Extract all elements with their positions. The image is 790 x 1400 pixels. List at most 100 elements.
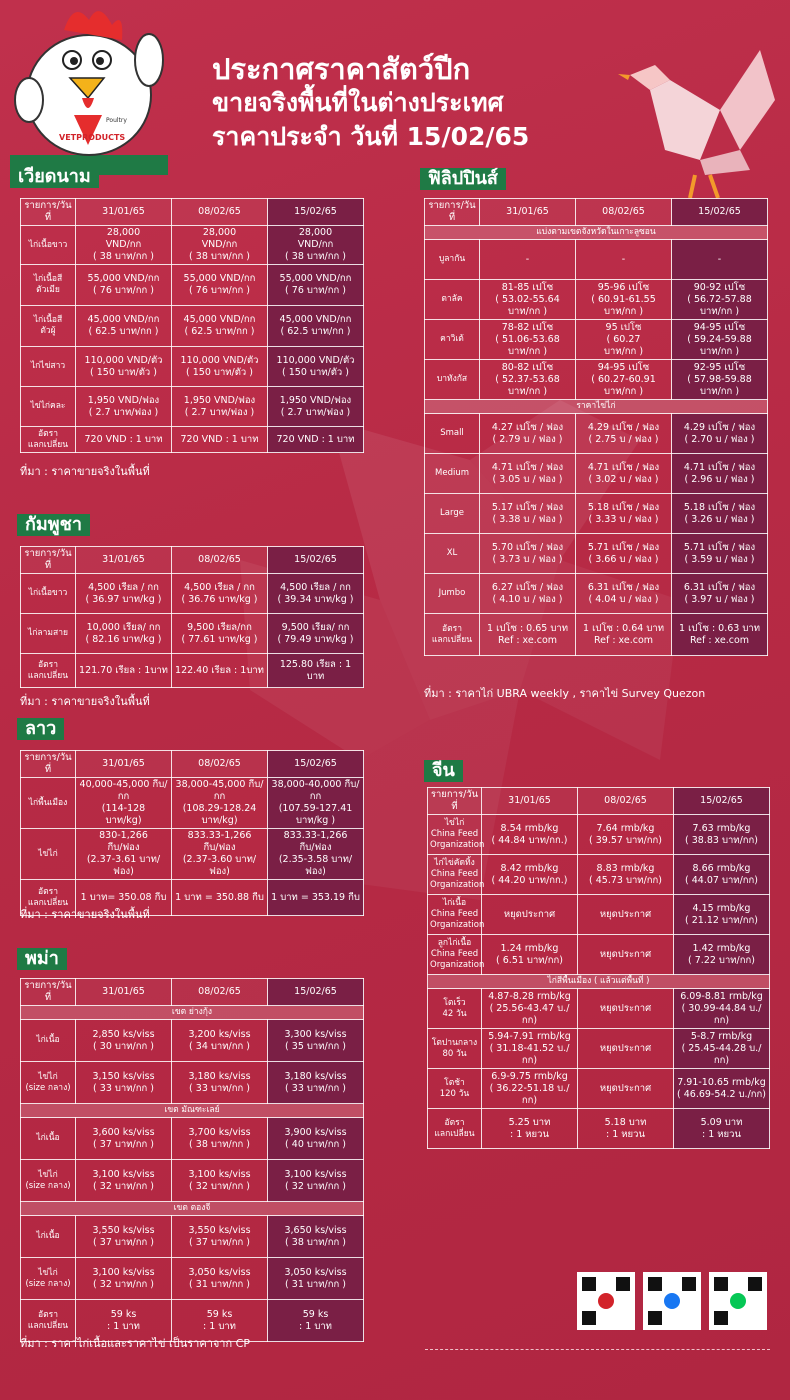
price-cell: 6.09-8.81 rmb/kg ( 30.99-44.84 บ./กก) (673, 988, 770, 1029)
philippines-source-note: ที่มา : ราคาไก่ UBRA weekly , ราคาไข่ Su… (424, 687, 706, 700)
row-label: ไก่เนื้อ (20, 1117, 76, 1160)
origami-rooster-icon (618, 50, 775, 199)
mascot-chicken-logo: VETPRODUCTS Poultry (10, 11, 168, 175)
price-cell: 55,000 VND/กก ( 76 บาท/กก ) (171, 264, 268, 306)
row-label: ไก่เนื้อ (20, 1215, 76, 1258)
row-label: ไก่ไข่คัดทิ้ง China Feed Organization (427, 854, 484, 895)
subheader-label: เขต มัณฑะเลย์ (20, 1103, 364, 1118)
table-row: ไก่ไข่คัดทิ้ง China Feed Organization 8.4… (427, 854, 770, 895)
table-row: ไข่ไก่ (size กลาง) 3,150 ks/viss ( 33 บาท… (20, 1061, 364, 1104)
price-cell: 110,000 VND/ตัว ( 150 บาท/ตัว ) (75, 346, 172, 387)
price-cell: 92-95 เปโซ ( 57.98-59.88 บาท/กก ) (671, 359, 768, 400)
price-cell: 3,050 ks/viss ( 31 บาท/กก ) (171, 1257, 268, 1300)
column-header: 08/02/65 (171, 978, 268, 1006)
price-cell: 3,180 ks/viss ( 33 บาท/กก ) (171, 1061, 268, 1104)
price-cell: 8.54 rmb/kg ( 44.84 บาท/กก.) (481, 814, 578, 855)
column-header: 31/01/65 (75, 750, 172, 778)
price-cell: 720 VND : 1 บาท (75, 426, 172, 453)
price-cell: 4.71 เปโซ / ฟอง ( 3.05 บ / ฟอง ) (479, 453, 576, 494)
row-label: XL (424, 533, 480, 574)
subheader-row: เขต ตองจี (20, 1201, 364, 1216)
price-cell: 3,050 ks/viss ( 31 บาท/กก ) (267, 1257, 364, 1300)
column-header: 15/02/65 (267, 546, 364, 574)
china-table: รายการ/วันที่ 31/01/65 08/02/65 15/02/65 ไข่… (427, 787, 770, 1149)
section-label-cambodia: กัมพูชา (17, 514, 90, 536)
price-cell: 9,500 เรียล/กก ( 77.61 บาท/kg ) (171, 613, 268, 654)
table-row: อัตรา แลกเปลี่ยน 121.70 เรียล : 1บาท 122.4… (20, 653, 364, 688)
table-row: ไก่เนื้อ 2,850 ks/viss ( 30 บาท/กก ) 3,200… (20, 1019, 364, 1062)
price-cell: 4.71 เปโซ / ฟอง ( 3.02 บ / ฟอง ) (575, 453, 672, 494)
price-cell: 720 VND : 1 บาท (267, 426, 364, 453)
price-cell: หยุดประกาศ (577, 894, 674, 935)
myanmar-table: รายการ/วันที่ 31/01/65 08/02/65 15/02/65 เขต… (20, 978, 364, 1342)
table-row: XL 5.70 เปโซ / ฟอง ( 3.73 บ / ฟอง ) 5.71 เ… (424, 533, 768, 574)
price-cell: 6.31 เปโซ / ฟอง ( 4.04 บ / ฟอง ) (575, 573, 672, 614)
subheader-row: เขต ย่างกุ้ง (20, 1005, 364, 1020)
qr-code-facebook[interactable] (643, 1272, 701, 1330)
row-label: โตเร็ว 42 วัน (427, 988, 482, 1029)
row-label: ไข่ไก่คละ (20, 386, 76, 427)
table-row: ลูกไก่เนื้อ China Feed Organization 1.24 … (427, 934, 770, 975)
table-row: ไก่เนื้อสี ตัวผู้ 45,000 VND/กก ( 62.5 บา… (20, 305, 364, 347)
header-title: ประกาศราคาสัตว์ปีก ขายจริงพื้นที่ในต่างป… (212, 52, 529, 154)
header-row: รายการ/วันที่ 31/01/65 08/02/65 15/02/65 (20, 198, 364, 226)
price-cell: 59 ks : 1 บาท (75, 1299, 172, 1342)
table-row: ตาลัค 81-85 เปโซ ( 53.02-55.64 บาท/กก ) 95… (424, 279, 768, 320)
subheader-label: ไก่สีพื้นเมือง ( แล้วแต่พื้นที่ ) (427, 974, 770, 989)
header-row: รายการ/วันที่ 31/01/65 08/02/65 15/02/65 (20, 750, 364, 778)
price-cell: 1 บาท = 350.88 กีบ (171, 879, 268, 916)
price-cell: 5.18 เปโซ / ฟอง ( 3.33 บ / ฟอง ) (575, 493, 672, 534)
qr-code-line-app[interactable] (709, 1272, 767, 1330)
price-cell: 1.24 rmb/kg ( 6.51 บาท/กก) (481, 934, 578, 975)
column-header: รายการ/วันที่ (424, 198, 480, 226)
price-cell: 6.27 เปโซ / ฟอง ( 4.10 บ / ฟอง ) (479, 573, 576, 614)
price-cell: 3,900 ks/viss ( 40 บาท/กก ) (267, 1117, 364, 1160)
column-header: 31/01/65 (481, 787, 578, 815)
price-cell: 833.33-1,266 กีบ/ฟอง (2.37-3.60 บาท/ฟอง) (171, 828, 268, 880)
price-cell: 94-95 เปโซ ( 60.27-60.91 บาท/กก ) (575, 359, 672, 400)
price-cell: 6.31 เปโซ / ฟอง ( 3.97 บ / ฟอง ) (671, 573, 768, 614)
price-cell: หยุดประกาศ (577, 988, 674, 1029)
price-cell: 1 เปโซ : 0.65 บาท Ref : xe.com (479, 613, 576, 656)
column-header: 08/02/65 (171, 546, 268, 574)
table-row: ไข่ไก่ China Feed Organization 8.54 rmb/k… (427, 814, 770, 855)
price-cell: 28,000 VND/กก ( 38 บาท/กก ) (267, 225, 364, 265)
title-line-2: ขายจริงพื้นที่ในต่างประเทศ (212, 88, 504, 117)
price-cell: 4.29 เปโซ / ฟอง ( 2.70 บ / ฟอง ) (671, 413, 768, 454)
table-row: อัตรา แลกเปลี่ยน 5.25 บาท : 1 หยวน 5.18 บา… (427, 1108, 770, 1149)
title-line-1: ประกาศราคาสัตว์ปีก (212, 52, 471, 86)
price-cell: 3,100 ks/viss ( 32 บาท/กก ) (267, 1159, 364, 1202)
price-cell: 3,150 ks/viss ( 33 บาท/กก ) (75, 1061, 172, 1104)
price-cell: 7.64 rmb/kg ( 39.57 บาท/กก) (577, 814, 674, 855)
price-cell: 3,600 ks/viss ( 37 บาท/กก ) (75, 1117, 172, 1160)
price-cell: 5.09 บาท : 1 หยวน (673, 1108, 770, 1149)
table-row: อัตรา แลกเปลี่ยน 1 เปโซ : 0.65 บาท Ref : … (424, 613, 768, 656)
subheader-label: แบ่งตามเขตจังหวัดในเกาะลูซอน (424, 225, 768, 240)
price-cell: 7.63 rmb/kg ( 38.83 บาท/กก) (673, 814, 770, 855)
column-header: 31/01/65 (75, 198, 172, 226)
table-row: ไก่เนื้อสี ตัวเมีย 55,000 VND/กก ( 76 บาท… (20, 264, 364, 306)
subheader-row: ไก่สีพื้นเมือง ( แล้วแต่พื้นที่ ) (427, 974, 770, 989)
price-cell: 95-96 เปโซ ( 60.91-61.55 บาท/กก ) (575, 279, 672, 320)
price-cell: 94-95 เปโซ ( 59.24-59.88 บาท/กก ) (671, 319, 768, 360)
price-cell: 55,000 VND/กก ( 76 บาท/กก ) (267, 264, 364, 306)
table-row: Jumbo 6.27 เปโซ / ฟอง ( 4.10 บ / ฟอง ) 6.3… (424, 573, 768, 614)
qr-code-line-official[interactable] (577, 1272, 635, 1330)
row-label: ไก่เนื้อ China Feed Organization (427, 894, 484, 935)
row-label: ไก่พื้นเมือง (20, 777, 76, 829)
price-cell: 3,300 ks/viss ( 35 บาท/กก ) (267, 1019, 364, 1062)
price-cell: 3,550 ks/viss ( 37 บาท/กก ) (171, 1215, 268, 1258)
price-cell: 1.42 rmb/kg ( 7.22 บาท/กก) (673, 934, 770, 975)
price-cell: 3,650 ks/viss ( 38 บาท/กก ) (267, 1215, 364, 1258)
price-cell: 110,000 VND/ตัว ( 150 บาท/ตัว ) (171, 346, 268, 387)
price-cell: - (479, 239, 576, 280)
price-cell: 3,700 ks/viss ( 38 บาท/กก ) (171, 1117, 268, 1160)
price-cell: 122.40 เรียล : 1บาท (171, 653, 268, 688)
laos-source-note: ที่มา : ราคาขายจริงในพื้นที่ (20, 908, 150, 921)
price-cell: 3,550 ks/viss ( 37 บาท/กก ) (75, 1215, 172, 1258)
price-cell: 8.83 rmb/kg ( 45.73 บาท/กก) (577, 854, 674, 895)
subheader-row: เขต มัณฑะเลย์ (20, 1103, 364, 1118)
price-cell: 59 ks : 1 บาท (171, 1299, 268, 1342)
price-cell: 1,950 VND/ฟอง ( 2.7 บาท/ฟอง ) (267, 386, 364, 427)
row-label: โตปานกลาง 80 วัน (427, 1028, 482, 1069)
